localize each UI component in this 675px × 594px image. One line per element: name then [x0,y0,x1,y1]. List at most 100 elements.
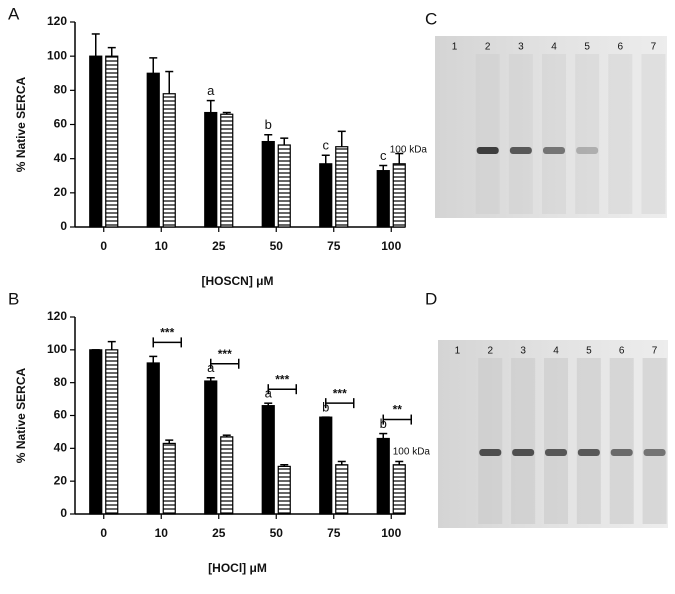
y-tick-label: 0 [60,219,67,233]
bar [146,72,160,228]
gel-band [543,147,565,154]
y-tick-label: 120 [47,309,67,323]
gel-band [479,449,502,456]
x-tick-label: 50 [270,239,284,253]
y-tick-label: 80 [54,83,68,97]
bar [392,464,406,515]
bar [277,465,291,515]
y-tick-label: 20 [54,185,68,199]
bar [89,349,103,515]
x-tick-label: 75 [327,526,341,540]
lane [642,358,667,524]
lane [576,358,601,524]
significance-label: *** [333,386,347,400]
panel-label: D [425,289,437,308]
lane-label: 4 [553,346,559,357]
bar [376,437,390,515]
gel-band [643,449,666,456]
bar [376,170,390,228]
lane-label: 6 [618,42,624,53]
marker-label: 100 kDa [390,145,428,156]
bar [220,436,234,515]
bar [162,93,176,228]
bar [335,146,349,228]
gel-band [509,147,532,154]
gel-image [435,36,667,218]
y-tick-label: 100 [47,342,67,356]
x-tick-label: 10 [155,526,169,540]
bar [319,416,333,515]
y-tick-label: 120 [47,14,67,28]
lane [508,54,533,214]
bar [277,144,291,228]
y-axis-label: % Native SERCA [14,367,28,463]
bar [204,380,218,515]
lane [608,54,633,214]
x-tick-label: 50 [270,526,284,540]
lane-label: 1 [455,346,461,357]
bar [146,362,160,515]
y-tick-label: 80 [54,375,68,389]
bar [392,163,406,228]
bar-label: b [265,117,272,132]
x-axis-label: [HOSCN] μM [202,274,274,288]
lane [511,358,536,524]
lane-label: 4 [551,42,557,53]
lane-label: 3 [518,42,524,53]
bar [204,111,218,228]
lane [478,358,503,524]
gel-band [476,147,499,154]
lane-label: 2 [485,42,491,53]
lane-label: 2 [488,346,494,357]
y-tick-label: 20 [54,473,68,487]
gel-band [577,449,600,456]
lane [542,54,566,214]
lane [544,358,568,524]
lane-label: 7 [652,346,658,357]
x-tick-label: 100 [381,239,401,253]
panel-label: C [425,9,437,28]
lane [609,358,634,524]
lane-label: 1 [452,42,458,53]
x-axis-label: [HOCl] μM [208,561,267,575]
y-tick-label: 0 [60,506,67,520]
lane-label: 6 [619,346,625,357]
x-tick-label: 10 [155,239,169,253]
lane [575,54,600,214]
marker-label: 100 kDa [393,447,431,458]
x-tick-label: 100 [381,526,401,540]
gel-band [576,147,599,154]
bar [261,405,275,515]
gel-band [545,449,567,456]
bar [319,163,333,228]
panel-label: B [8,289,19,308]
bar [105,349,119,515]
lane-label: 5 [586,346,592,357]
gel-band [512,449,535,456]
gel-band [610,449,633,456]
lane-label: 7 [651,42,657,53]
x-tick-label: 25 [212,526,226,540]
y-tick-label: 60 [54,408,68,422]
bar [162,442,176,515]
bar [89,55,103,228]
significance-label: *** [160,326,174,340]
bar-label: c [380,148,387,163]
lane [475,54,500,214]
significance-label: ** [393,403,403,417]
x-tick-label: 0 [100,526,107,540]
lane-label: 3 [520,346,526,357]
y-tick-label: 40 [54,441,68,455]
bar-label: c [323,138,330,153]
x-tick-label: 0 [100,239,107,253]
bar [105,55,119,228]
y-tick-label: 100 [47,48,67,62]
x-tick-label: 75 [327,239,341,253]
panel-label: A [8,4,20,23]
x-tick-label: 25 [212,239,226,253]
significance-label: *** [275,372,289,386]
y-axis-label: % Native SERCA [14,76,28,172]
bar [220,113,234,228]
bar [335,464,349,515]
